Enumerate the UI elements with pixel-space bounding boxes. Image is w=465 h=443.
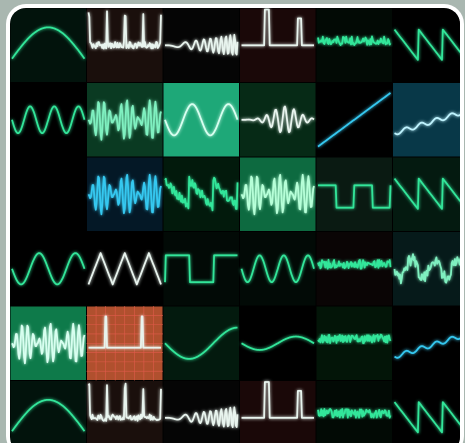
tile <box>393 157 460 231</box>
tile <box>240 232 316 306</box>
waveform <box>393 253 460 285</box>
waveform <box>393 177 460 210</box>
tile-background <box>163 381 239 443</box>
tile <box>10 306 86 380</box>
waveform <box>317 408 392 419</box>
tile-background <box>393 8 460 82</box>
tile <box>316 306 392 380</box>
tile <box>240 157 316 231</box>
waveform <box>317 184 392 209</box>
tile <box>163 232 239 306</box>
tile <box>10 8 86 82</box>
tile <box>10 381 86 443</box>
tile <box>163 306 239 380</box>
tile-background <box>10 381 86 443</box>
waveform <box>11 26 86 60</box>
waveform <box>11 322 86 365</box>
tile <box>240 83 316 157</box>
tile <box>87 8 163 82</box>
waveform <box>240 254 315 283</box>
tile <box>240 306 316 380</box>
tile <box>87 381 163 443</box>
waveform <box>87 173 162 216</box>
waveform <box>241 105 315 134</box>
waveform <box>87 382 162 422</box>
waveform <box>241 381 315 419</box>
tile <box>393 8 460 82</box>
waveform <box>164 103 239 137</box>
tile <box>86 306 163 381</box>
tile-background <box>316 232 392 306</box>
waveform <box>87 252 162 286</box>
waveform <box>88 315 162 349</box>
waveform <box>164 33 239 56</box>
tile-background <box>163 232 239 306</box>
waveform <box>317 258 392 270</box>
tile-background <box>10 157 86 231</box>
tile-background <box>316 306 392 380</box>
tile <box>393 306 460 380</box>
waveform <box>11 252 86 286</box>
waveform <box>164 406 239 429</box>
waveform <box>164 254 238 284</box>
tile-background <box>393 306 460 380</box>
tile <box>240 381 316 443</box>
tile-background <box>393 381 460 443</box>
waveform <box>241 8 315 47</box>
tile <box>316 83 392 157</box>
tile-grid <box>10 8 460 443</box>
waveform <box>164 326 238 360</box>
tile <box>316 232 392 306</box>
tile <box>163 8 239 82</box>
waveform <box>317 333 392 345</box>
tile <box>316 157 392 231</box>
tile <box>87 157 163 231</box>
waveform <box>87 10 162 50</box>
waveform <box>241 335 315 351</box>
tile <box>316 8 392 82</box>
waveform <box>317 35 392 46</box>
tile <box>393 232 460 306</box>
tile-background <box>163 306 239 380</box>
waveform <box>393 28 460 61</box>
tile <box>87 232 163 306</box>
tile <box>393 83 460 157</box>
tile <box>10 83 86 157</box>
tile-background <box>393 83 460 157</box>
tile-background <box>393 157 460 231</box>
tile <box>316 381 392 443</box>
waveform <box>393 401 460 434</box>
tile <box>87 83 163 157</box>
waveform <box>317 92 392 148</box>
tile <box>393 381 460 443</box>
tile <box>163 381 239 443</box>
tile <box>10 157 86 231</box>
waveform <box>240 173 315 216</box>
tile-background <box>87 232 163 306</box>
waveform <box>394 331 460 359</box>
waveform <box>11 399 86 432</box>
waveform <box>394 107 460 136</box>
tile <box>10 232 86 306</box>
tile-background <box>240 381 316 443</box>
tile <box>240 8 316 82</box>
waveform <box>11 105 86 134</box>
waveform <box>164 175 239 212</box>
tile <box>163 83 239 157</box>
waveform <box>87 99 162 141</box>
tile <box>163 157 239 231</box>
